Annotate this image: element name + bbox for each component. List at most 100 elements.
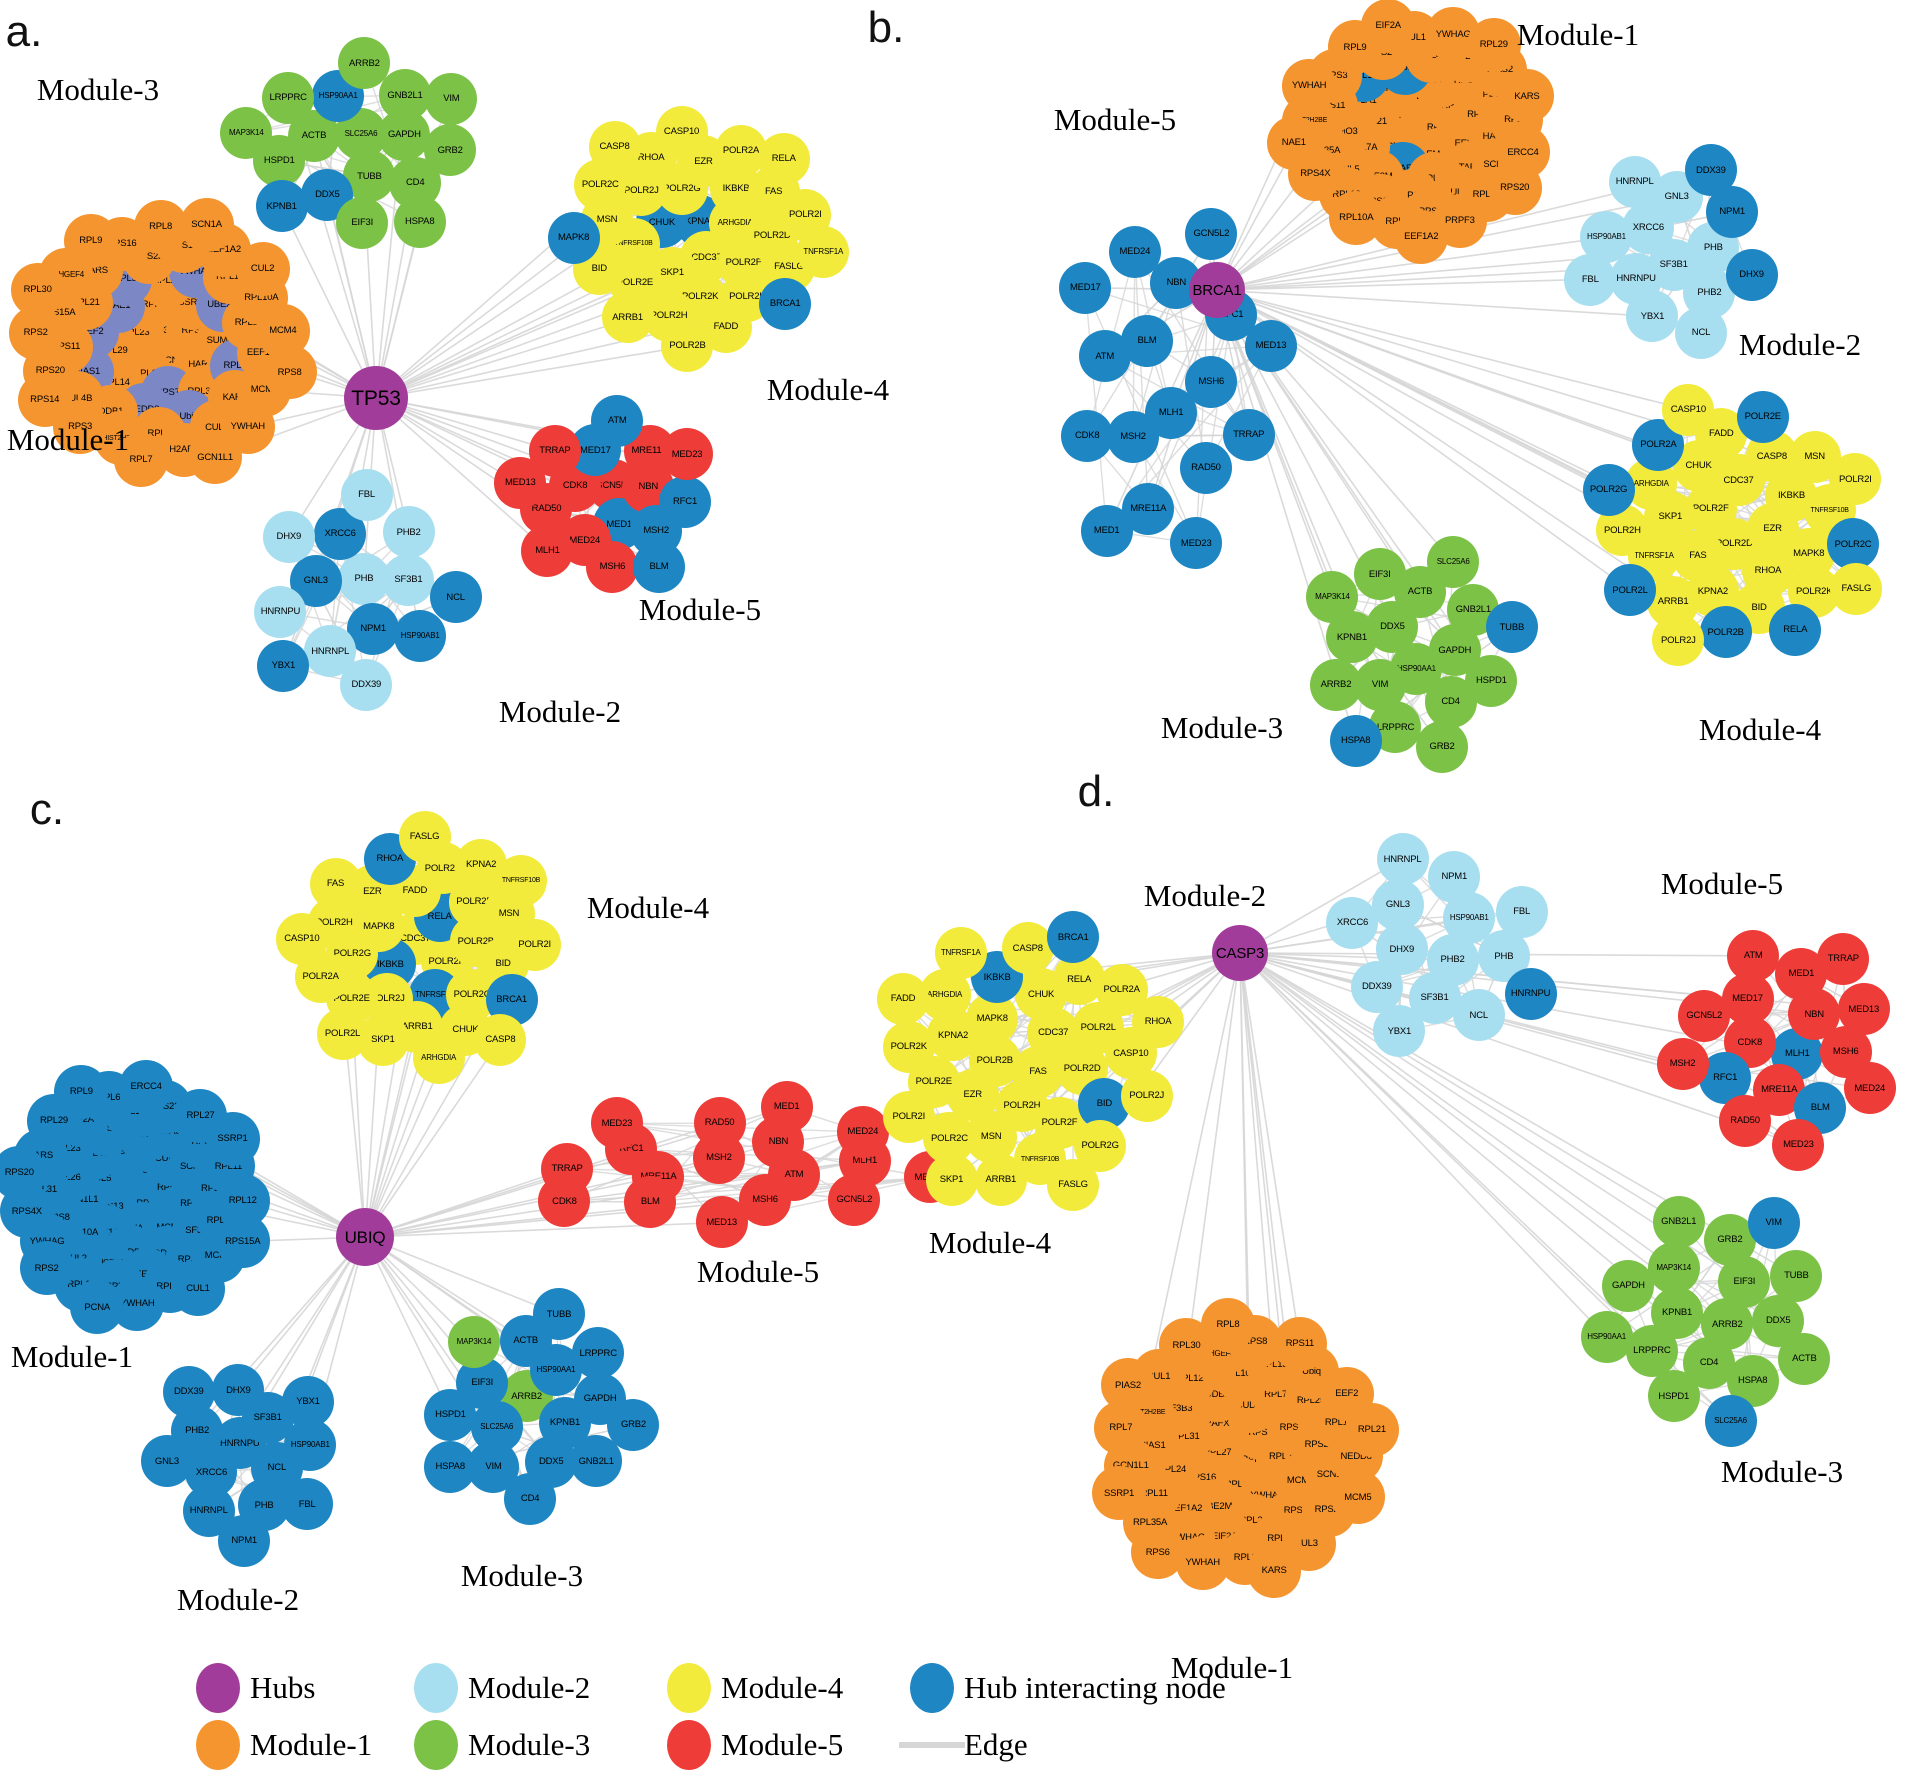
- edge: [1239, 952, 1301, 1345]
- gene-node-POLR2L: POLR2L: [1604, 564, 1657, 617]
- gene-node-POLR2J: POLR2J: [1120, 1069, 1173, 1122]
- module-label-a-m5: Module-5: [638, 592, 762, 627]
- edge: [1239, 952, 1608, 1338]
- gene-node-RPS14: RPS14: [17, 373, 72, 428]
- gene-node-HSPD1: HSPD1: [424, 1388, 477, 1441]
- panel-letter: b.: [867, 3, 905, 52]
- gene-node-ERCC4: ERCC4: [119, 1059, 174, 1114]
- gene-node-LRPPRC: LRPPRC: [572, 1327, 625, 1380]
- gene-node-RPL9: RPL9: [54, 1064, 109, 1119]
- legend-edge-line: [899, 1742, 965, 1748]
- gene-node-LRPPRC: LRPPRC: [262, 71, 315, 124]
- gene-node-HNRNPL: HNRNPL: [1376, 833, 1429, 886]
- gene-node-NPM1: NPM1: [218, 1514, 271, 1567]
- gene-node-HNRNPL: HNRNPL: [1608, 155, 1661, 208]
- edge: [650, 1131, 864, 1203]
- gene-node-RELA: RELA: [1769, 603, 1822, 656]
- gene-node-KARS: KARS: [1499, 69, 1554, 124]
- gene-node-EIF3I: EIF3I: [1353, 548, 1406, 601]
- gene-node-GRB2: GRB2: [1416, 720, 1469, 773]
- gene-node-RPL9: RPL9: [63, 213, 118, 268]
- edge: [375, 345, 688, 399]
- gene-node-RFC1: RFC1: [659, 475, 712, 528]
- gene-node-CD4: CD4: [504, 1473, 557, 1526]
- gene-node-MAP3K14: MAP3K14: [1647, 1241, 1700, 1294]
- gene-node-ATM: ATM: [1727, 929, 1780, 982]
- gene-node-CDK8: CDK8: [538, 1175, 591, 1228]
- gene-node-ARRB2: ARRB2: [338, 37, 391, 90]
- gene-node-CUL1: CUL1: [171, 1261, 226, 1316]
- gene-node-PCNA: PCNA: [70, 1280, 125, 1335]
- module-label-c-m4: Module-4: [586, 890, 710, 925]
- hub-node-UBIQ: UBIQ: [336, 1208, 394, 1266]
- edge: [1216, 289, 1653, 318]
- gene-node-SSRP1: SSRP1: [205, 1112, 260, 1167]
- gene-node-ACTB: ACTB: [1778, 1333, 1831, 1386]
- gene-node-YBX1: YBX1: [281, 1375, 334, 1428]
- legend-label-module-5: Module-5: [721, 1727, 844, 1762]
- gene-node-SSRP1: SSRP1: [1092, 1466, 1147, 1521]
- gene-node-CASP8: CASP8: [474, 1013, 527, 1066]
- legend-label-hubs: Hubs: [250, 1670, 316, 1705]
- gene-node-CASP10: CASP10: [1662, 383, 1715, 436]
- gene-node-POLR2I: POLR2I: [1829, 453, 1882, 506]
- edge: [364, 1236, 452, 1416]
- edge: [326, 194, 377, 399]
- legend-swatch-module-2: [414, 1663, 458, 1713]
- gene-node-EIF2A: EIF2A: [1361, 0, 1416, 53]
- gene-node-DDX39: DDX39: [340, 658, 393, 711]
- gene-node-RELA: RELA: [757, 132, 810, 185]
- gene-node-POLR2E: POLR2E: [1736, 391, 1789, 444]
- gene-node-YWHAH: YWHAH: [1282, 58, 1337, 113]
- gene-node-FASLG: FASLG: [1047, 1159, 1100, 1212]
- hub-node-TP53: TP53: [344, 366, 408, 430]
- module-label-a-m3: Module-3: [36, 72, 160, 107]
- gene-node-RPL7: RPL7: [113, 433, 168, 488]
- gene-node-POLR2B: POLR2B: [1699, 606, 1752, 659]
- edge: [1354, 574, 1381, 742]
- gene-node-MED24: MED24: [836, 1106, 889, 1159]
- edge: [364, 1026, 418, 1238]
- edge: [364, 1039, 502, 1238]
- gene-node-DHX9: DHX9: [1725, 248, 1778, 301]
- gene-node-KPNB1: KPNB1: [255, 180, 308, 233]
- gene-node-RPL29: RPL29: [1466, 18, 1521, 73]
- gene-node-MSH6: MSH6: [1185, 355, 1238, 408]
- edge: [375, 397, 549, 552]
- gene-node-MED13: MED13: [695, 1196, 748, 1249]
- gene-node-DDX39: DDX39: [162, 1366, 215, 1419]
- legend-label-module-3: Module-3: [468, 1727, 591, 1762]
- gene-node-CASP10: CASP10: [655, 106, 708, 158]
- gene-node-BLM: BLM: [624, 1175, 677, 1228]
- gene-node-HSP90AB1: HSP90AB1: [394, 610, 447, 663]
- gene-node-GRB2: GRB2: [607, 1399, 660, 1452]
- gene-node-MED13: MED13: [1244, 319, 1297, 372]
- gene-node-CASP8: CASP8: [588, 121, 641, 174]
- gene-node-CD4: CD4: [1424, 675, 1477, 728]
- gene-node-RPS20: RPS20: [1487, 161, 1542, 216]
- edge: [1084, 287, 1108, 531]
- gene-node-LRPPRC: LRPPRC: [1625, 1324, 1678, 1377]
- gene-node-FASLG: FASLG: [1830, 562, 1883, 615]
- gene-node-VIM: VIM: [1747, 1196, 1800, 1249]
- gene-node-FASLG: FASLG: [398, 810, 451, 863]
- module-label-c-m2: Module-2: [176, 1582, 300, 1617]
- panel-letter: c.: [29, 785, 65, 834]
- gene-node-DHX9: DHX9: [262, 510, 315, 563]
- gene-node-SLC25A6: SLC25A6: [1704, 1394, 1757, 1447]
- gene-node-RPS2: RPS2: [19, 1241, 74, 1296]
- gene-node-MED1: MED1: [1080, 504, 1133, 557]
- gene-node-ATM: ATM: [1078, 330, 1131, 383]
- module-label-b-m3: Module-3: [1160, 710, 1284, 745]
- panel-letter: a.: [5, 7, 43, 56]
- edge: [1239, 952, 1275, 1366]
- gene-node-VIM: VIM: [425, 72, 478, 125]
- gene-node-POLR2G: POLR2G: [1582, 464, 1635, 517]
- gene-node-RAD50: RAD50: [1179, 441, 1232, 494]
- gene-node-MED13: MED13: [494, 457, 547, 510]
- gene-node-RPL8: RPL8: [1200, 1297, 1255, 1352]
- gene-node-KARS: KARS: [1247, 1543, 1302, 1598]
- gene-node-MED17: MED17: [1721, 973, 1774, 1026]
- gene-node-POLR2I: POLR2I: [882, 1090, 935, 1143]
